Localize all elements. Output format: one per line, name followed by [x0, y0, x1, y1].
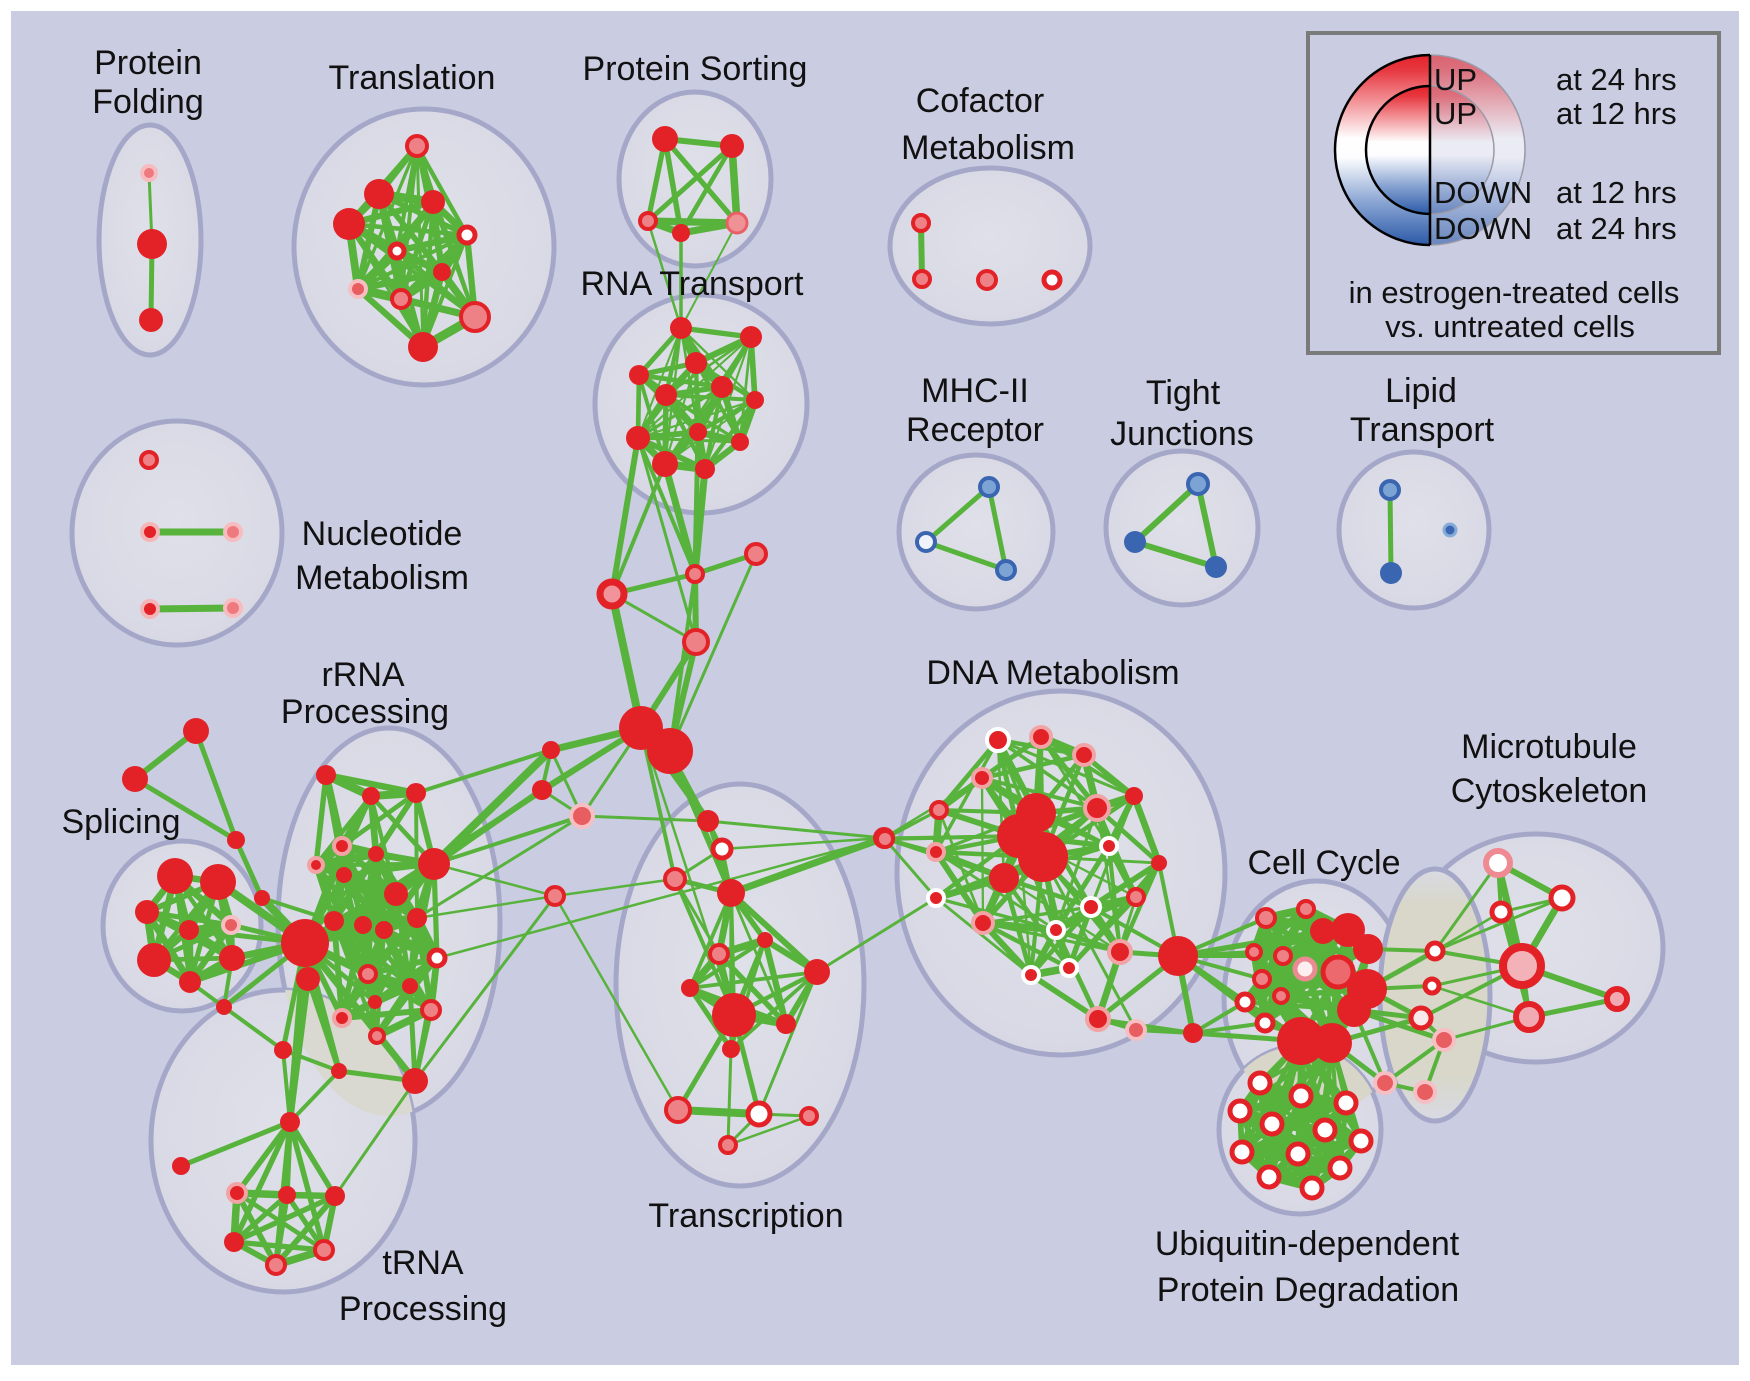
svg-text:Protein: Protein — [94, 44, 202, 82]
svg-text:at 12 hrs: at 12 hrs — [1556, 175, 1677, 210]
svg-text:tRNA: tRNA — [382, 1244, 464, 1282]
svg-text:Transport: Transport — [1350, 411, 1495, 449]
svg-text:Folding: Folding — [92, 83, 204, 121]
svg-text:Receptor: Receptor — [906, 411, 1044, 449]
svg-text:DNA Metabolism: DNA Metabolism — [926, 654, 1179, 692]
svg-text:Splicing: Splicing — [61, 803, 180, 841]
svg-text:Lipid: Lipid — [1385, 372, 1457, 410]
svg-text:UP: UP — [1434, 96, 1477, 131]
svg-text:Microtubule: Microtubule — [1461, 728, 1637, 766]
svg-text:Metabolism: Metabolism — [901, 129, 1075, 167]
svg-text:rRNA: rRNA — [321, 656, 404, 694]
svg-text:UP: UP — [1434, 62, 1477, 97]
svg-text:Junctions: Junctions — [1110, 415, 1254, 453]
svg-text:Nucleotide: Nucleotide — [302, 515, 463, 553]
svg-text:Metabolism: Metabolism — [295, 559, 469, 597]
svg-text:at 24 hrs: at 24 hrs — [1556, 211, 1677, 246]
svg-text:Cytoskeleton: Cytoskeleton — [1451, 772, 1648, 810]
svg-text:DOWN: DOWN — [1434, 175, 1532, 210]
svg-text:RNA Transport: RNA Transport — [581, 265, 805, 303]
svg-text:Ubiquitin-dependent: Ubiquitin-dependent — [1155, 1225, 1460, 1263]
svg-text:Translation: Translation — [329, 59, 496, 97]
svg-text:Transcription: Transcription — [648, 1197, 843, 1235]
svg-text:at 12 hrs: at 12 hrs — [1556, 96, 1677, 131]
svg-text:at 24 hrs: at 24 hrs — [1556, 62, 1677, 97]
svg-text:in estrogen-treated cells: in estrogen-treated cells — [1349, 275, 1680, 310]
svg-text:Processing: Processing — [281, 693, 449, 731]
svg-text:Cofactor: Cofactor — [916, 82, 1045, 120]
svg-text:Protein Sorting: Protein Sorting — [583, 50, 808, 88]
svg-text:Protein Degradation: Protein Degradation — [1157, 1271, 1459, 1309]
svg-text:vs. untreated cells: vs. untreated cells — [1385, 309, 1635, 344]
svg-text:DOWN: DOWN — [1434, 211, 1532, 246]
svg-text:MHC-II: MHC-II — [921, 372, 1029, 410]
svg-text:Cell Cycle: Cell Cycle — [1247, 844, 1400, 882]
svg-text:Tight: Tight — [1146, 374, 1221, 412]
svg-text:Processing: Processing — [339, 1290, 507, 1328]
